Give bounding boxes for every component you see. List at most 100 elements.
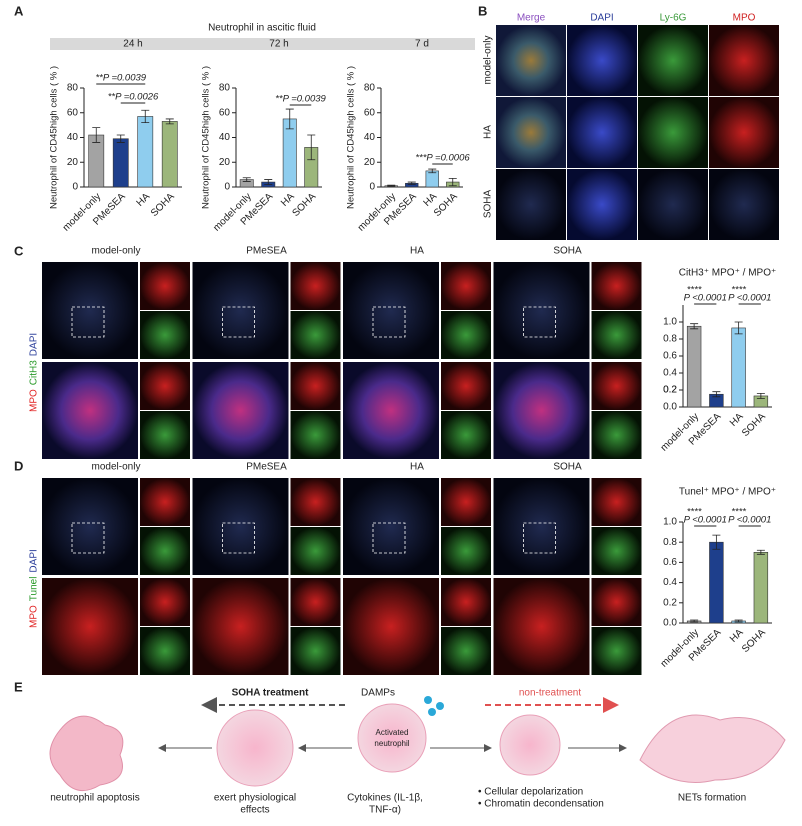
x-tick-label: SOHA (740, 411, 768, 439)
y-tick-label: 60 (219, 107, 231, 118)
micrograph (192, 578, 289, 675)
micrograph-inset (591, 527, 642, 575)
bar (686, 325, 702, 408)
micrograph (192, 478, 289, 575)
micrograph-inset (591, 578, 642, 626)
y-tick-label: 60 (364, 107, 376, 118)
y-tick-label: 80 (67, 83, 79, 94)
micrograph-inset (441, 362, 491, 410)
x-tick-label: HA (728, 411, 746, 429)
micrograph (192, 262, 289, 359)
column-label: PMeSEA (246, 246, 287, 257)
micrograph (496, 169, 566, 240)
y-axis-label: Neutrophil of CD45high cells ( % ) (49, 66, 60, 209)
micrograph-inset (140, 362, 190, 410)
damp (428, 708, 436, 716)
nets (639, 714, 786, 783)
error-bar (116, 134, 125, 143)
bar (112, 138, 129, 188)
y-tick-label: 1.0 (663, 317, 677, 328)
depolarized-cell (499, 714, 561, 776)
diagram-label: • Cellular depolarization (478, 787, 583, 798)
apoptosis-cell (49, 715, 124, 792)
y-tick-label: 0.0 (663, 402, 677, 413)
stain-label: DAPI (29, 333, 40, 356)
micrograph-inset (140, 411, 190, 459)
stain-label: CitH3 (29, 360, 40, 385)
bar (731, 327, 746, 408)
x-tick-label: SOHA (149, 191, 177, 219)
micrograph-inset (441, 311, 491, 359)
error-bar (734, 321, 743, 335)
significance-label: **P =0.0039 (95, 73, 146, 84)
y-tick-label: 0.2 (663, 597, 677, 608)
stain-label: Tunel (29, 577, 40, 602)
y-tick-label: 0 (224, 182, 230, 193)
micrograph-inset (290, 627, 341, 675)
x-tick-label: SOHA (740, 627, 768, 655)
significance-label: P <0.0001 (684, 293, 727, 304)
error-bar (307, 134, 316, 161)
zoom-box (523, 522, 556, 554)
micrograph (567, 97, 637, 168)
chart-title: 24 h (123, 39, 142, 50)
micrograph-inset (441, 627, 491, 675)
micrograph (567, 25, 637, 96)
y-tick-label: 20 (364, 157, 376, 168)
micrograph (493, 478, 590, 575)
micrograph-inset (441, 262, 491, 310)
chart-title: CitH3⁺ MPO⁺ / MPO⁺ (679, 268, 777, 279)
micrograph-inset (140, 262, 190, 310)
diagram-label: effects (240, 805, 269, 816)
micrograph-inset (290, 578, 341, 626)
activated-neutrophil (357, 703, 427, 773)
y-tick-label: 40 (364, 132, 376, 143)
diagram-label: NETs formation (678, 793, 746, 804)
micrograph-inset (591, 311, 642, 359)
zoom-box (372, 306, 406, 338)
significance-label: **** (731, 507, 746, 518)
chart-title: 72 h (269, 39, 288, 50)
micrograph-inset (140, 578, 190, 626)
micrograph (493, 578, 590, 675)
y-axis-label: Neutrophil of CD45high cells ( % ) (201, 66, 212, 209)
column-label: HA (410, 246, 424, 257)
column-label: model-only (92, 462, 141, 473)
y-axis-label: Neutrophil of CD45high cells ( % ) (346, 66, 357, 209)
y-tick-label: 0 (369, 182, 375, 193)
micrograph (638, 97, 708, 168)
micrograph-inset (290, 527, 341, 575)
micrograph-inset (441, 411, 491, 459)
y-tick-label: 0 (72, 182, 78, 193)
micrograph (638, 25, 708, 96)
error-bar (407, 181, 416, 185)
diagram-label: exert physiological (214, 793, 296, 804)
chart-title: 7 d (415, 39, 429, 50)
error-bar (428, 168, 437, 174)
micrograph-inset (591, 262, 642, 310)
column-label: PMeSEA (246, 462, 287, 473)
error-bar (387, 184, 396, 187)
stain-label: DAPI (29, 549, 40, 572)
micrograph (42, 262, 138, 359)
micrograph-inset (441, 478, 491, 526)
significance-label: **** (687, 507, 702, 518)
bar (753, 551, 769, 624)
diagram-label: neutrophil (374, 739, 409, 748)
damp (436, 702, 444, 710)
significance-label: **** (687, 285, 702, 296)
micrograph (638, 169, 708, 240)
micrograph-inset (290, 262, 341, 310)
bar (425, 170, 439, 188)
micrograph-inset (140, 478, 190, 526)
column-label: SOHA (553, 246, 582, 257)
diagram-label: non-treatment (519, 688, 581, 699)
y-tick-label: 0.2 (663, 385, 677, 396)
x-tick-label: SOHA (290, 191, 318, 219)
error-bar (756, 393, 765, 399)
micrograph (493, 362, 590, 459)
error-bar (690, 619, 699, 623)
micrograph-inset (441, 527, 491, 575)
panel-label: A (14, 3, 24, 18)
zoom-box (222, 306, 255, 338)
